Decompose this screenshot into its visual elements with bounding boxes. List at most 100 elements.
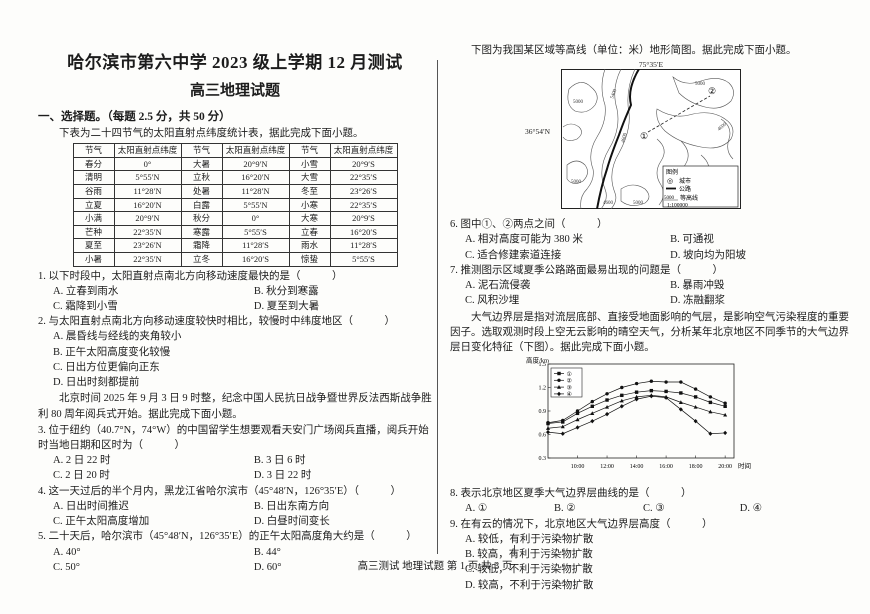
table-cell: 22°35′S bbox=[329, 197, 398, 213]
option: B. 较高，有利于污染物扩散 bbox=[465, 549, 593, 561]
table-cell: 11°28′N bbox=[113, 184, 182, 199]
option: A. 日出时间推迟 bbox=[53, 500, 129, 512]
table-cell: 5°55′N bbox=[221, 197, 290, 213]
question-stem: 3. 位于纽约（40.7°N，74°W）的中国留学生想要观看天安门广场阅兵直播，… bbox=[38, 424, 429, 451]
left-column: 哈尔滨市第六中学 2023 级上学期 12 月测试 高三地理试题 一、选择题。（… bbox=[38, 42, 432, 575]
table-column-header: 节气 bbox=[180, 143, 223, 158]
table-cell: 清明 bbox=[72, 170, 115, 185]
table-row: 立夏 16°20′N 白露 5°55′N 小寒 22°35′S bbox=[72, 197, 398, 213]
table-cell: 惊蛰 bbox=[288, 251, 331, 267]
question-7: 7. 推测图示区域夏季公路路面最易出现的问题是（ ） A. 泥石流侵袭 B. 暴雨冲… bbox=[450, 263, 852, 309]
question-3: 3. 位于纽约（40.7°N，74°W）的中国留学生想要观看天安门广场阅兵直播，… bbox=[38, 423, 432, 484]
question-1: 1. 以下时段中，太阳直射点南北方向移动速度最快的是（ ） A. 立春到雨水 B. … bbox=[38, 269, 432, 315]
option: C. 较低，不利于污染物扩散 bbox=[465, 564, 593, 576]
x-tick-label: 12:00 bbox=[600, 464, 614, 470]
right-column: 下图为我国某区域等高线（单位：米）地形简图。据此完成下面小题。 75°35′E … bbox=[450, 42, 852, 593]
table-cell: 大暑 bbox=[180, 156, 223, 172]
table-cell: 0° bbox=[113, 156, 182, 172]
question-2: 2. 与太阳直射点南北方向移动速度较快时相比，较慢时中纬度地区（ ） A. 晨昏线… bbox=[38, 314, 432, 390]
table-cell: 20°9′S bbox=[329, 156, 398, 172]
table-cell: 处暑 bbox=[180, 184, 223, 199]
table-cell: 小暑 bbox=[72, 251, 115, 267]
table-row: 小暑 22°35′N 立冬 16°20′S 惊蛰 5°55′S bbox=[72, 251, 398, 267]
map-legend: 图例 ◎ 城市 公路 5000 等高线 1:100000 bbox=[662, 165, 739, 209]
legend-entry: ② bbox=[567, 378, 572, 385]
legend-road-label: 公路 bbox=[679, 185, 691, 193]
table-cell: 5°55′S bbox=[329, 251, 398, 267]
table-column-header: 节气 bbox=[72, 143, 115, 158]
table-row: 清明 5°55′N 立秋 16°20′N 大雪 22°35′S bbox=[72, 170, 398, 185]
table-column-header: 节气 bbox=[288, 143, 331, 158]
table-cell: 23°26′N bbox=[113, 238, 182, 253]
table-cell: 5°55′N bbox=[113, 170, 182, 185]
point-1-label: ① bbox=[640, 131, 648, 141]
table-cell: 22°35′N bbox=[113, 224, 182, 240]
question-stem: 5. 二十天后，哈尔滨市（45°48′N，126°35′E）的正午太阳高度角大约… bbox=[38, 531, 417, 543]
option: B. 秋分到寒露 bbox=[253, 285, 319, 297]
options: A. 40° B. 44° C. 50° D. 60° bbox=[38, 545, 432, 575]
question-stem: 1. 以下时段中，太阳直射点南北方向移动速度最快的是（ ） bbox=[38, 270, 343, 282]
y-tick-label: 0.9 bbox=[539, 409, 547, 415]
option: C. 正午太阳高度增加 bbox=[53, 516, 150, 528]
intro-text: 下图为我国某区域等高线（单位：米）地形简图。据此完成下面小题。 bbox=[471, 45, 797, 56]
table-cell: 11°28′S bbox=[221, 238, 290, 253]
page-subtitle: 高三地理试题 bbox=[189, 83, 280, 99]
column-divider bbox=[437, 60, 438, 554]
question-stem: 4. 这一天过后的半个月内，黑龙江省哈尔滨市（45°48′N，126°35′E）… bbox=[38, 485, 401, 497]
option: D. 3 日 22 时 bbox=[253, 470, 312, 482]
legend-entry: ③ bbox=[567, 385, 572, 392]
table-cell: 20°9′S bbox=[329, 211, 398, 226]
contour-label: 4600 bbox=[717, 122, 728, 133]
contour-icon-value: 5000 bbox=[664, 196, 675, 201]
question-stem: 7. 推测图示区域夏季公路路面最易出现的问题是（ ） bbox=[450, 264, 723, 276]
table-cell: 小寒 bbox=[288, 197, 331, 213]
option: C. 2 日 20 时 bbox=[53, 470, 110, 482]
city-icon: ◎ bbox=[667, 177, 673, 185]
option: B. ② bbox=[554, 503, 576, 515]
table-body: 春分 0° 大暑 20°9′N 小雪 20°9′S 清明 5°55′N 立秋 16°20′N 大雪 2… bbox=[72, 156, 398, 267]
table-row: 小满 20°9′N 秋分 0° 大寒 20°9′S bbox=[72, 211, 398, 226]
question-4: 4. 这一天过后的半个月内，黑龙江省哈尔滨市（45°48′N，126°35′E）… bbox=[38, 484, 432, 530]
table-cell: 0° bbox=[221, 211, 290, 226]
option: A. ① bbox=[465, 503, 488, 515]
solar-declination-table: 节气 太阳直射点纬度 节气 太阳直射点纬度 节气 太阳直射点纬度 春分 0° 大暑 20°9′N… bbox=[72, 143, 398, 267]
options: A. ① B. ② C. ③ D. ④ bbox=[450, 501, 852, 516]
option: C. 日出方位更偏向正东 bbox=[53, 361, 160, 373]
right-question-blocks: 下图为我国某区域等高线（单位：米）地形简图。据此完成下面小题。 75°35′E … bbox=[450, 43, 852, 593]
question-8: 8. 表示北京地区夏季大气边界层曲线的是（ ） A. ① B. ② C. ③ D. ④ bbox=[450, 486, 852, 516]
y-tick-label: 0.3 bbox=[539, 456, 547, 462]
series-③ bbox=[546, 393, 728, 431]
table-column-header: 太阳直射点纬度 bbox=[113, 143, 182, 158]
map-scale: 1:100000 bbox=[667, 203, 688, 209]
option: D. 较高，不利于污染物扩散 bbox=[465, 579, 594, 591]
option: C. 霜降到小雪 bbox=[53, 301, 118, 312]
y-tick-label: 1.5 bbox=[539, 362, 547, 368]
table-cell: 大雪 bbox=[288, 170, 331, 185]
option: C. 风积沙埋 bbox=[465, 295, 520, 307]
series-④ bbox=[546, 394, 728, 437]
options: A. 泥石流侵袭 B. 暴雨冲毁 C. 风积沙埋 D. 冻融翻浆 bbox=[450, 278, 852, 308]
options: A. 2 日 22 时 B. 3 日 6 时 C. 2 日 20 时 D. 3 日 2… bbox=[38, 453, 432, 483]
legend-contour-label: 等高线 bbox=[680, 194, 698, 202]
y-axis-label: 高度/km bbox=[526, 356, 549, 365]
option: B. 3 日 6 时 bbox=[253, 455, 306, 467]
table-cell: 11°28′N bbox=[221, 184, 290, 199]
x-tick-label: 10:00 bbox=[571, 464, 585, 470]
table-cell: 雨水 bbox=[288, 238, 331, 253]
option: D. 坡向均为阳坡 bbox=[670, 249, 746, 261]
y-tick-label: 0.6 bbox=[539, 433, 547, 439]
table-cell: 芒种 bbox=[72, 224, 115, 240]
option: D. 60° bbox=[253, 561, 282, 573]
solar-declination-table-wrap: 节气 太阳直射点纬度 节气 太阳直射点纬度 节气 太阳直射点纬度 春分 0° 大暑 20°9′N… bbox=[38, 143, 432, 267]
table-cell: 16°20′S bbox=[221, 251, 290, 267]
table-cell: 霜降 bbox=[180, 238, 223, 253]
table-row: 芒种 22°35′N 寒露 5°55′S 立春 16°20′S bbox=[72, 224, 398, 240]
options: A. 晨昏线与经线的夹角较小 B. 正午太阳高度变化较慢 C. 日出方位更偏向正东 D… bbox=[38, 329, 432, 390]
table-column-header: 太阳直射点纬度 bbox=[329, 143, 398, 158]
contour-map-figure: 75°35′E 36°54′N bbox=[450, 60, 852, 214]
question-stem: 8. 表示北京地区夏季大气边界层曲线的是（ ） bbox=[450, 488, 692, 500]
contour-label: 5000 bbox=[571, 180, 582, 185]
table-cell: 谷雨 bbox=[72, 184, 115, 199]
